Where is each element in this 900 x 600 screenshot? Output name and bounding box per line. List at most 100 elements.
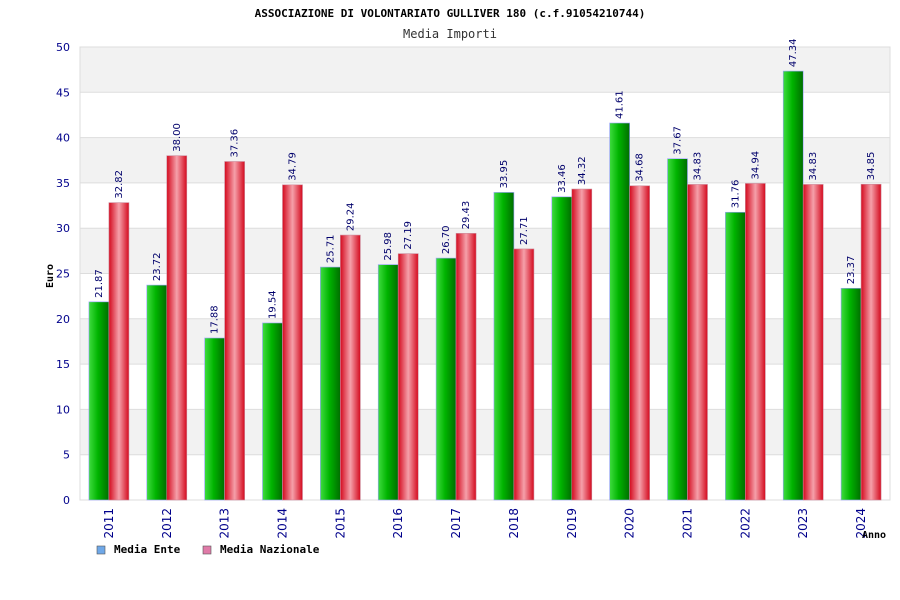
- bar-media-nazionale: [571, 188, 593, 501]
- bar-media-nazionale: [513, 248, 535, 501]
- x-tick-label: 2015: [333, 508, 347, 539]
- plot-band: [80, 228, 890, 274]
- bar-value-label: 27.19: [403, 221, 414, 250]
- plot-band: [80, 409, 890, 455]
- x-tick-label: 2020: [623, 508, 637, 539]
- bar-value-label: 29.24: [345, 202, 356, 231]
- legend-label: Media Ente: [114, 543, 181, 556]
- bar-media-ente: [377, 264, 399, 501]
- bar-media-ente: [435, 257, 457, 501]
- bar-value-label: 31.76: [730, 180, 741, 209]
- plot-band: [80, 273, 890, 319]
- bar-value-label: 23.72: [152, 252, 163, 281]
- y-tick-label: 15: [56, 358, 70, 371]
- bar-value-label: 25.98: [383, 232, 394, 261]
- bar-media-ente: [88, 301, 110, 501]
- bar-media-ente: [609, 122, 630, 501]
- bar-media-ente: [320, 266, 341, 501]
- y-tick-label: 25: [56, 268, 70, 281]
- bar-media-nazionale: [397, 253, 419, 501]
- bar-media-ente: [782, 70, 804, 501]
- bar-media-nazionale: [802, 184, 824, 501]
- x-tick-label: 2018: [507, 508, 521, 539]
- y-axis-ticks: 0 5 10 15 20 25 30 35 40 45 50: [56, 41, 70, 507]
- y-tick-label: 30: [56, 222, 70, 235]
- bar-value-label: 34.68: [635, 153, 646, 182]
- x-tick-label: 2017: [449, 508, 463, 539]
- bar-media-nazionale: [455, 233, 477, 501]
- bar-value-label: 19.54: [268, 290, 279, 319]
- bar-value-label: 37.36: [230, 129, 241, 158]
- bar-media-ente: [840, 287, 862, 501]
- plot-band: [80, 47, 890, 93]
- plot-band: [80, 454, 890, 500]
- bar-media-ente: [551, 196, 573, 501]
- x-tick-label: 2016: [391, 508, 405, 539]
- bar-media-nazionale: [687, 184, 708, 501]
- y-axis-label: Euro: [45, 264, 56, 288]
- legend-swatch: [202, 545, 212, 555]
- legend-label: Media Nazionale: [220, 543, 320, 556]
- bar-media-ente: [667, 158, 688, 501]
- bar-value-label: 27.71: [519, 216, 530, 245]
- y-tick-label: 10: [56, 403, 70, 416]
- y-tick-label: 40: [56, 132, 70, 145]
- bar-value-label: 33.46: [557, 164, 568, 193]
- value-labels: 21.87 32.82 23.72 38.00 17.88 37.36 19.54 34.79…: [94, 38, 877, 334]
- chart-subtitle: Media Importi: [403, 27, 497, 41]
- bar-value-label: 32.82: [114, 170, 125, 199]
- bar-value-label: 34.85: [866, 152, 877, 181]
- bar-value-label: 33.95: [499, 160, 510, 189]
- x-tick-label: 2022: [738, 508, 752, 539]
- x-tick-label: 2013: [218, 508, 232, 539]
- x-tick-label: 2023: [796, 508, 810, 539]
- x-axis-label: Anno: [862, 530, 886, 541]
- x-axis-ticks: 2011 2012 2013 2014 2015 2016 2017 2018 2019 2020…: [102, 508, 868, 539]
- x-tick-label: 2024: [854, 508, 868, 539]
- y-tick-label: 5: [63, 449, 70, 462]
- bar-media-nazionale: [860, 183, 882, 501]
- bar-value-label: 34.83: [693, 152, 704, 181]
- bar-media-ente: [146, 284, 168, 501]
- bar-media-nazionale: [282, 184, 303, 501]
- bar-media-ente: [725, 211, 746, 501]
- bar-value-label: 29.43: [461, 201, 472, 230]
- bar-media-nazionale: [340, 234, 361, 501]
- bar-value-label: 23.37: [846, 256, 857, 285]
- plot-band: [80, 92, 890, 138]
- y-tick-label: 50: [56, 41, 70, 54]
- bar-value-label: 34.79: [288, 152, 299, 181]
- bar-value-label: 37.67: [673, 126, 684, 155]
- y-tick-label: 45: [56, 86, 70, 99]
- bars: [88, 70, 882, 501]
- y-tick-label: 20: [56, 313, 70, 326]
- bar-value-label: 25.71: [325, 234, 336, 263]
- bar-value-label: 21.87: [94, 269, 105, 298]
- bar-media-nazionale: [629, 185, 650, 501]
- bar-value-label: 34.32: [577, 156, 588, 185]
- plot-frame: [79, 46, 891, 501]
- bar-media-ente: [493, 192, 515, 501]
- x-tick-label: 2021: [681, 508, 695, 539]
- plot-band: [80, 137, 890, 183]
- bar-value-label: 34.94: [750, 151, 761, 180]
- y-tick-label: 0: [63, 494, 70, 507]
- bar-value-label: 26.70: [441, 225, 452, 254]
- bar-value-label: 47.34: [788, 38, 799, 67]
- plot-band: [80, 182, 890, 229]
- legend-swatch: [96, 545, 106, 555]
- bar-media-nazionale: [745, 183, 766, 501]
- bar-media-ente: [262, 322, 283, 501]
- bar-value-label: 17.88: [210, 305, 221, 334]
- bar-media-nazionale: [166, 155, 188, 501]
- plot-band: [80, 364, 890, 410]
- chart-title: ASSOCIAZIONE DI VOLONTARIATO GULLIVER 18…: [255, 7, 646, 20]
- bar-value-label: 38.00: [172, 123, 183, 152]
- bar-value-label: 34.83: [808, 152, 819, 181]
- x-tick-label: 2011: [102, 508, 116, 539]
- x-tick-label: 2019: [565, 508, 579, 539]
- x-tick-label: 2014: [276, 508, 290, 539]
- bar-media-ente: [204, 337, 225, 501]
